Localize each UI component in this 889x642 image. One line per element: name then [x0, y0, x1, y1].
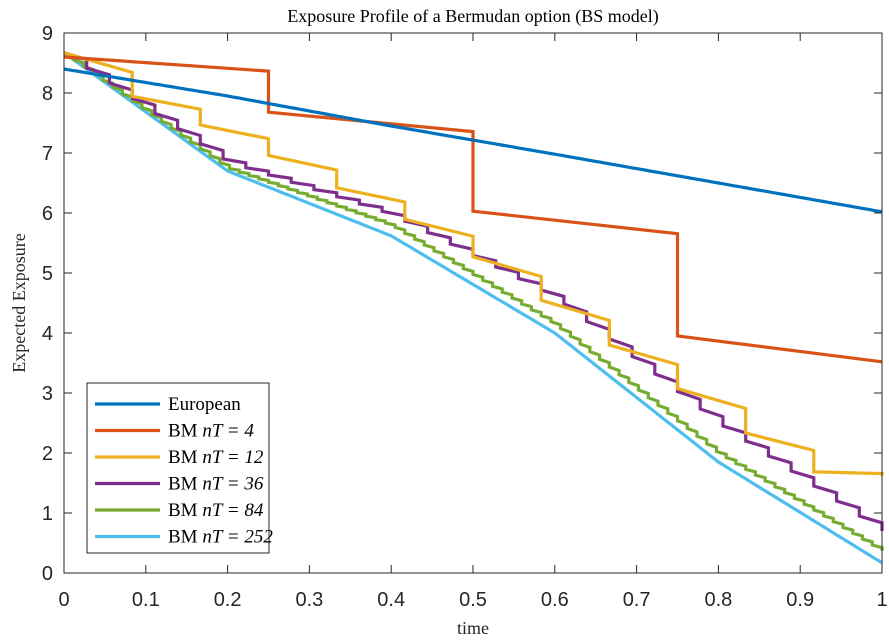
x-tick-label: 0.3	[295, 589, 323, 611]
y-tick-label: 1	[42, 503, 53, 525]
y-tick-label: 2	[42, 443, 53, 465]
x-axis-ticks: 0 0.1 0.2 0.3 0.4 0.5 0.6 0.7 0.8 0.9 1	[58, 33, 888, 611]
series-line-european	[63, 67, 883, 214]
y-tick-label: 3	[42, 383, 53, 405]
legend-label: BM nT = 36	[168, 474, 264, 495]
x-tick-label: 0.4	[377, 589, 405, 611]
x-tick-label: 0.8	[704, 589, 732, 611]
legend-label: BM nT = 252	[168, 527, 273, 548]
series-line-bm-nt-4	[63, 55, 883, 364]
y-tick-label: 8	[42, 83, 53, 105]
chart-title: Exposure Profile of a Bermudan option (B…	[287, 6, 658, 27]
x-tick-label: 0.2	[214, 589, 242, 611]
series-lines	[63, 51, 884, 565]
y-tick-label: 9	[42, 23, 53, 45]
legend: European BM nT = 4 BM nT = 12 BM nT = 36 BM …	[86, 382, 273, 554]
legend-label: BM nT = 12	[168, 447, 264, 468]
legend-label: BM nT = 84	[168, 500, 264, 521]
y-tick-label: 5	[42, 263, 53, 285]
y-tick-label: 7	[42, 143, 53, 165]
x-tick-label: 0	[58, 589, 69, 611]
x-tick-label: 1	[876, 589, 887, 611]
legend-label: European	[168, 394, 241, 415]
series-line-bm-nt-84	[63, 51, 884, 551]
x-tick-label: 0.9	[786, 589, 814, 611]
series-line-bm-nt-252	[63, 51, 883, 565]
x-tick-label: 0.7	[623, 589, 651, 611]
y-tick-label: 0	[42, 563, 53, 585]
y-axis-ticks: 0 1 2 3 4 5 6 7 8 9	[42, 23, 882, 585]
x-tick-label: 0.5	[459, 589, 487, 611]
x-tick-label: 0.6	[541, 589, 569, 611]
x-axis-label: time	[457, 618, 489, 638]
legend-label: BM nT = 4	[168, 421, 254, 442]
y-tick-label: 4	[42, 323, 53, 345]
x-tick-label: 0.1	[132, 589, 160, 611]
y-tick-label: 6	[42, 203, 53, 225]
legend-box	[86, 382, 270, 554]
series-line-bm-nt-12	[63, 51, 884, 476]
y-axis-label: Expected Exposure	[9, 233, 29, 372]
